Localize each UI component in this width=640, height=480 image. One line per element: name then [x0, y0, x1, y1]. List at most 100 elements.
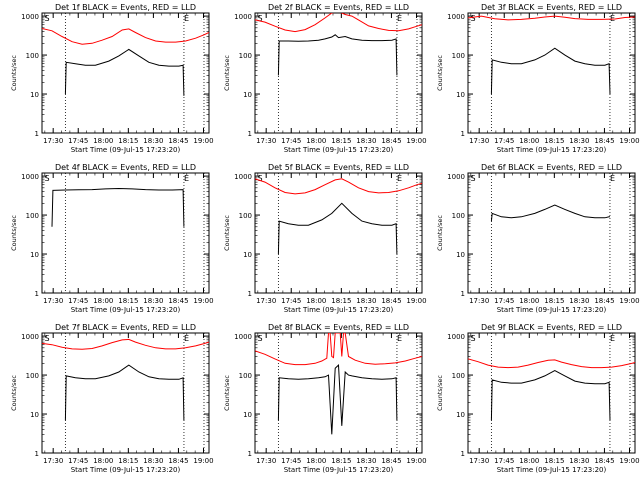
x-tick-label: 18:45 [594, 457, 614, 465]
x-tick-label: 17:30 [256, 297, 276, 305]
y-tick-label: 1 [248, 450, 252, 458]
series-events-line [277, 202, 398, 255]
series-events-line [277, 363, 398, 435]
x-tick-label: 19:00 [193, 457, 213, 465]
y-tick-label: 1 [35, 290, 39, 298]
x-tick-label: 17:30 [43, 137, 63, 145]
y-axis-label: Counts/sec [436, 375, 444, 411]
x-tick-label: 18:15 [331, 137, 351, 145]
x-tick-label: 18:15 [118, 297, 138, 305]
x-tick-label: 17:45 [68, 297, 88, 305]
x-tick-label: 18:30 [143, 137, 163, 145]
x-tick-label: 19:00 [406, 297, 426, 305]
x-tick-label: 17:45 [281, 457, 301, 465]
marker-e: E [610, 334, 615, 343]
panel-det-8: Det 8f BLACK = Events, RED = LLD 1 10 100 10… [223, 323, 427, 474]
y-tick-label: 1000 [234, 13, 252, 21]
panel-det-9: Det 9f BLACK = Events, RED = LLD 1 10 100 10… [436, 323, 640, 474]
y-tick-label: 1000 [447, 173, 465, 181]
x-tick-label: 18:00 [519, 137, 539, 145]
x-tick-label: 19:00 [619, 457, 639, 465]
x-tick-label: 18:45 [594, 137, 614, 145]
marker-s: S [471, 14, 476, 23]
x-tick-label: 18:15 [331, 297, 351, 305]
y-tick-label: 100 [452, 372, 465, 380]
y-tick-label: 1000 [234, 333, 252, 341]
panel-title: Det 8f BLACK = Events, RED = LLD [268, 323, 409, 332]
series-events-line [490, 47, 611, 95]
x-tick-label: 19:00 [406, 457, 426, 465]
y-tick-label: 10 [243, 411, 252, 419]
x-axis-label: Start Time (09-Jul-15 17:23:20) [284, 306, 394, 314]
x-tick-label: 18:30 [356, 137, 376, 145]
x-tick-label: 17:45 [494, 297, 514, 305]
x-tick-label: 18:45 [381, 457, 401, 465]
x-axis-label: Start Time (09-Jul-15 17:23:20) [497, 306, 607, 314]
x-tick-label: 18:30 [143, 297, 163, 305]
y-tick-label: 1000 [447, 333, 465, 341]
x-tick-label: 18:45 [168, 297, 188, 305]
x-tick-label: 18:45 [381, 137, 401, 145]
plot-frame [254, 12, 423, 134]
x-tick-label: 18:15 [544, 297, 564, 305]
x-tick-label: 18:45 [594, 297, 614, 305]
y-tick-label: 10 [456, 91, 465, 99]
x-tick-label: 17:45 [68, 457, 88, 465]
y-tick-label: 10 [456, 251, 465, 259]
y-tick-label: 100 [452, 212, 465, 220]
y-tick-label: 1 [248, 130, 252, 138]
x-tick-label: 19:00 [619, 297, 639, 305]
panel-title: Det 5f BLACK = Events, RED = LLD [268, 163, 409, 172]
y-tick-label: 100 [26, 372, 39, 380]
y-axis-label: Counts/sec [436, 215, 444, 251]
plot-frame [41, 12, 210, 134]
x-tick-label: 17:45 [494, 137, 514, 145]
marker-e: E [184, 14, 189, 23]
panel-title: Det 9f BLACK = Events, RED = LLD [481, 323, 622, 332]
marker-s: S [258, 14, 263, 23]
panel-title: Det 4f BLACK = Events, RED = LLD [55, 163, 196, 172]
x-tick-label: 18:45 [381, 297, 401, 305]
y-tick-label: 10 [30, 411, 39, 419]
x-tick-label: 18:30 [143, 457, 163, 465]
y-tick-label: 100 [26, 52, 39, 60]
y-tick-label: 1000 [234, 173, 252, 181]
panel-det-4: Det 4f BLACK = Events, RED = LLD 1 10 100 10… [10, 163, 214, 314]
y-tick-label: 100 [239, 372, 252, 380]
marker-e: E [610, 174, 615, 183]
panel-det-5: Det 5f BLACK = Events, RED = LLD 1 10 100 10… [223, 163, 427, 314]
x-axis-label: Start Time (09-Jul-15 17:23:20) [284, 146, 394, 154]
marker-s: S [45, 334, 50, 343]
y-axis-label: Counts/sec [223, 375, 231, 411]
x-tick-label: 18:30 [356, 297, 376, 305]
y-tick-label: 100 [239, 212, 252, 220]
marker-e: E [184, 174, 189, 183]
series-lld-line [255, 178, 422, 195]
x-axis-label: Start Time (09-Jul-15 17:23:20) [284, 466, 394, 474]
x-tick-label: 18:30 [569, 457, 589, 465]
x-tick-label: 18:00 [93, 137, 113, 145]
x-tick-label: 17:45 [68, 137, 88, 145]
x-tick-label: 19:00 [193, 297, 213, 305]
x-tick-label: 17:30 [256, 457, 276, 465]
x-tick-label: 18:45 [168, 137, 188, 145]
y-tick-label: 1 [461, 290, 465, 298]
y-tick-label: 100 [26, 212, 39, 220]
y-tick-label: 1000 [447, 13, 465, 21]
x-tick-label: 18:15 [544, 457, 564, 465]
y-axis-label: Counts/sec [10, 375, 18, 411]
y-axis-label: Counts/sec [223, 215, 231, 251]
series-events-line [64, 364, 185, 421]
plot-frame [467, 12, 636, 134]
y-axis-label: Counts/sec [10, 55, 18, 91]
marker-e: E [397, 334, 402, 343]
x-tick-label: 19:00 [406, 137, 426, 145]
x-tick-label: 19:00 [193, 137, 213, 145]
x-tick-label: 17:30 [469, 137, 489, 145]
x-tick-label: 17:45 [494, 457, 514, 465]
y-tick-label: 10 [456, 411, 465, 419]
x-tick-label: 17:30 [469, 457, 489, 465]
x-tick-label: 18:15 [544, 137, 564, 145]
panel-title: Det 1f BLACK = Events, RED = LLD [55, 3, 196, 12]
series-lld-line [42, 338, 209, 350]
